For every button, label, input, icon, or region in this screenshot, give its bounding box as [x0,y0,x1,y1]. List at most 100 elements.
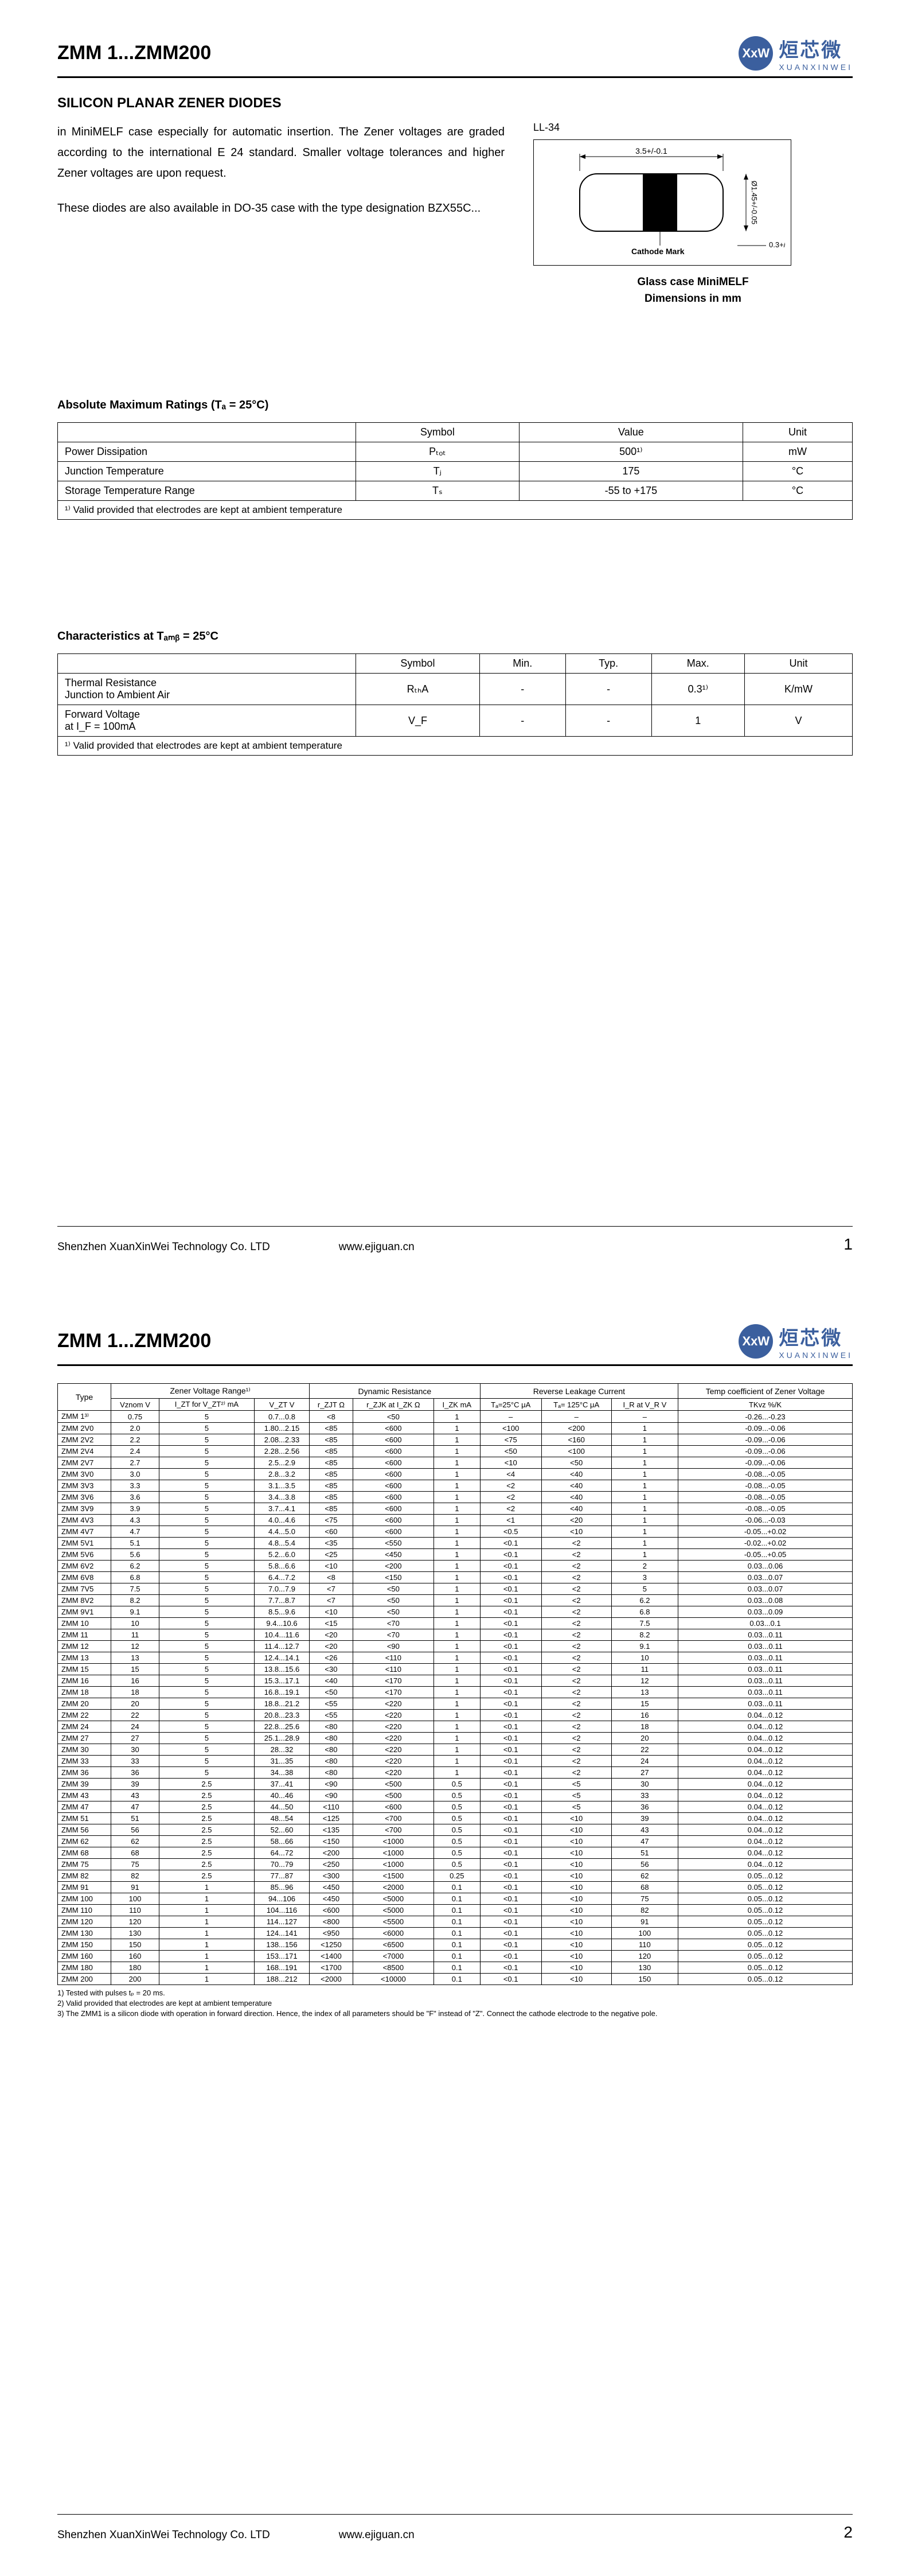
absmax-col-value: Value [519,423,743,442]
data-cell: 3.4...3.8 [254,1492,309,1503]
data-cell: 5 [159,1675,254,1687]
grp-temp: Temp coefficient of Zener Voltage [678,1384,853,1399]
data-cell: 2.5 [159,1790,254,1801]
type-cell: ZMM 2V2 [58,1434,111,1446]
data-cell: <110 [310,1801,353,1813]
data-cell: 110 [611,1939,678,1951]
type-cell: ZMM 75 [58,1859,111,1870]
data-cell: 188...212 [254,1974,309,1985]
absmax-unit: °C [743,481,853,501]
data-cell: <220 [353,1698,433,1710]
data-cell: 6.2 [611,1595,678,1606]
data-cell: 5 [159,1423,254,1434]
cathode-label: Cathode Mark [631,247,685,256]
doc-title-2: ZMM 1...ZMM200 [57,1330,211,1352]
footer-2: Shenzhen XuanXinWei Technology Co. LTD w… [57,2514,853,2542]
diagram-caption: Glass case MiniMELF Dimensions in mm [533,274,853,307]
data-cell: <10 [541,1951,611,1962]
electrical-row: ZMM 68682.564...72<200<10000.5<0.1<10510… [58,1847,853,1859]
data-cell: 1 [611,1515,678,1526]
data-cell: <0.1 [480,1882,541,1893]
data-cell: <600 [353,1434,433,1446]
data-cell: <85 [310,1503,353,1515]
data-cell: 4.3 [111,1515,159,1526]
data-cell: 5 [159,1595,254,1606]
footer-left: Shenzhen XuanXinWei Technology Co. LTD w… [57,1241,415,1254]
data-cell: 110 [111,1905,159,1916]
type-cell: ZMM 68 [58,1847,111,1859]
data-cell: <500 [353,1790,433,1801]
data-cell: <10 [541,1847,611,1859]
data-cell: <1000 [353,1836,433,1847]
data-cell: 0.04...0.12 [678,1744,853,1756]
data-cell: 5 [159,1561,254,1572]
data-cell: <600 [310,1905,353,1916]
data-cell: 1 [433,1526,480,1538]
data-cell: 56 [111,1824,159,1836]
electrical-row: ZMM 3030528...32<80<2201<0.1<2220.04...0… [58,1744,853,1756]
grp-zener: Zener Voltage Range¹⁾ [111,1384,310,1399]
data-cell: 5 [159,1469,254,1480]
data-cell: <70 [353,1629,433,1641]
data-cell: 1 [611,1503,678,1515]
data-cell: 62 [611,1870,678,1882]
type-cell: ZMM 24 [58,1721,111,1733]
data-cell: <10 [541,1859,611,1870]
data-cell: <950 [310,1928,353,1939]
data-cell: 82 [611,1905,678,1916]
data-cell: <2 [541,1583,611,1595]
data-cell: – [480,1411,541,1423]
electrical-row: ZMM 2727525.1...28.9<80<2201<0.1<2200.04… [58,1733,853,1744]
data-cell: -0.09...-0.06 [678,1457,853,1469]
data-cell: <10 [541,1893,611,1905]
data-cell: 0.1 [433,1893,480,1905]
data-cell: <6500 [353,1939,433,1951]
intro-p1: in MiniMELF case especially for automati… [57,122,505,184]
data-cell: 2.5 [159,1813,254,1824]
data-cell: 8.5...9.6 [254,1606,309,1618]
data-cell: 1 [433,1721,480,1733]
data-cell: <25 [310,1549,353,1561]
data-cell: <0.1 [480,1710,541,1721]
data-cell: <35 [310,1538,353,1549]
data-cell: <2 [541,1710,611,1721]
data-cell: 2.5 [159,1836,254,1847]
data-cell: <0.1 [480,1721,541,1733]
type-cell: ZMM 56 [58,1824,111,1836]
data-cell: 5.8...6.6 [254,1561,309,1572]
package-diagram: 3.5+/-0.1 Ø1.45+/-0.05 0.3+/-0.1 Cathode… [533,139,791,266]
data-cell: 2.8...3.2 [254,1469,309,1480]
data-cell: 0.03...0.07 [678,1583,853,1595]
data-cell: <85 [310,1434,353,1446]
data-cell: 1 [433,1561,480,1572]
data-cell: 1 [433,1606,480,1618]
data-cell: 120 [111,1916,159,1928]
char-unit: V [745,705,853,737]
data-cell: 1 [433,1503,480,1515]
data-cell: <2 [541,1595,611,1606]
data-cell: <0.1 [480,1790,541,1801]
data-cell: <0.1 [480,1859,541,1870]
data-cell: 4.4...5.0 [254,1526,309,1538]
char-max: 0.3¹⁾ [651,674,745,705]
data-cell: 5 [159,1434,254,1446]
sub-izk: I_ZK mA [433,1399,480,1411]
data-cell: <20 [310,1629,353,1641]
char-heading: Characteristics at Tₐₘᵦ = 25°C [57,629,853,643]
caption-2: Dimensions in mm [533,291,853,308]
data-cell: 58...66 [254,1836,309,1847]
data-cell: 5 [159,1641,254,1652]
data-cell: 5 [159,1652,254,1664]
data-cell: 3.1...3.5 [254,1480,309,1492]
sub-ir: I_R at V_R V [611,1399,678,1411]
data-cell: 0.5 [433,1813,480,1824]
data-cell: <600 [353,1503,433,1515]
data-cell: 3.6 [111,1492,159,1503]
data-cell: <220 [353,1733,433,1744]
data-cell: 2.5...2.9 [254,1457,309,1469]
electrical-row: ZMM 3V03.052.8...3.2<85<6001<4<401-0.08.… [58,1469,853,1480]
data-cell: 130 [611,1962,678,1974]
data-cell: 6.8 [611,1606,678,1618]
data-cell: 0.05...0.12 [678,1870,853,1882]
data-cell: 0.03...0.11 [678,1687,853,1698]
